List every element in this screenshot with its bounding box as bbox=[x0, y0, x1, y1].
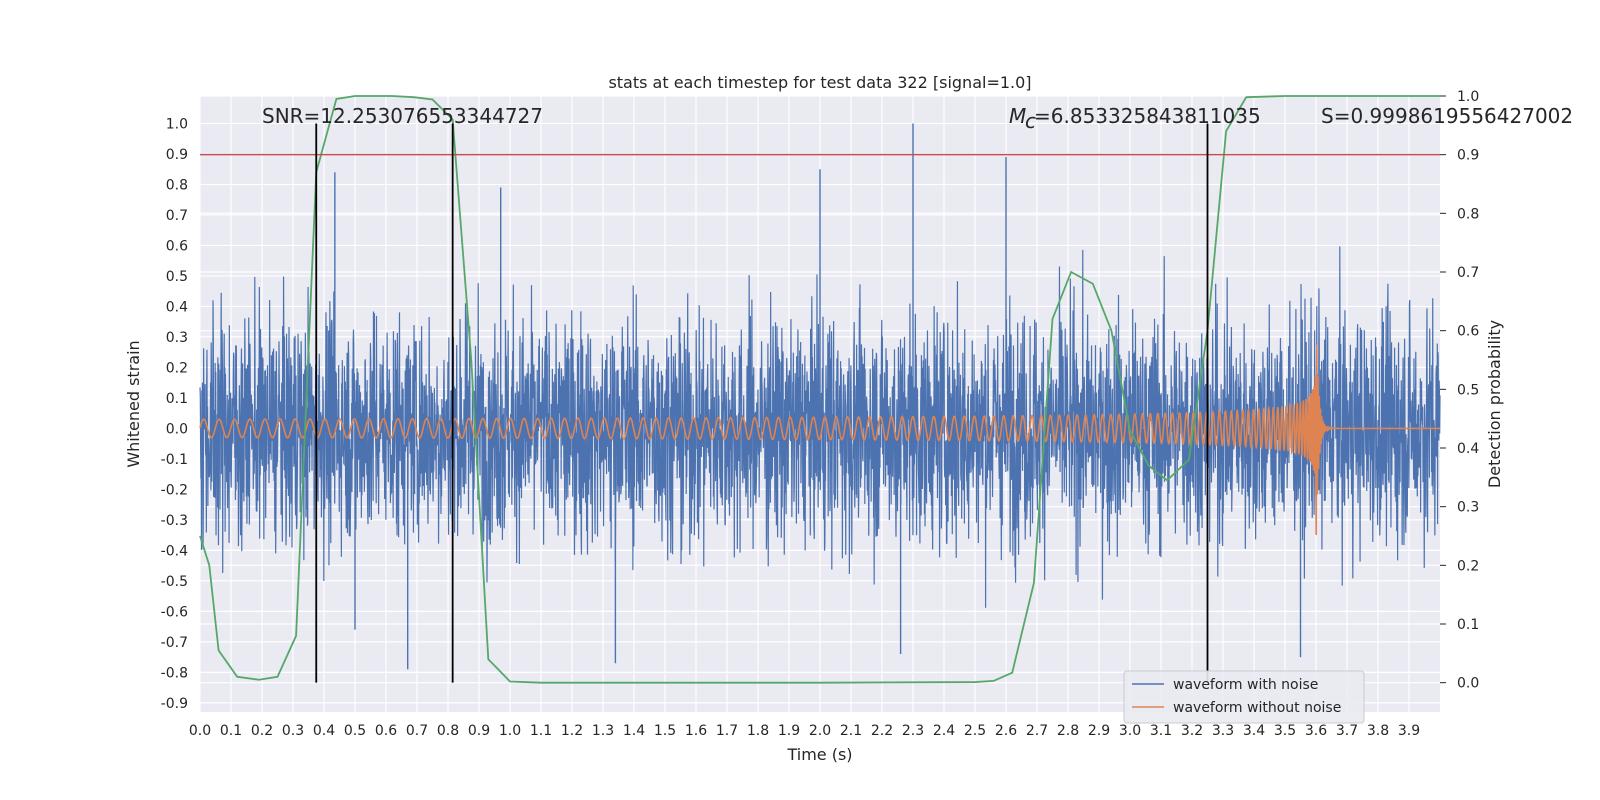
y2-tick-label: 0.4 bbox=[1457, 441, 1479, 457]
y-tick-label: -0.1 bbox=[161, 452, 188, 468]
series-waveform-with-noise bbox=[199, 123, 1441, 670]
x-tick-label: 1.0 bbox=[499, 723, 521, 739]
y-tick-label: 0.9 bbox=[166, 147, 188, 163]
x-axis-label: Time (s) bbox=[786, 745, 852, 764]
x-tick-label: 3.4 bbox=[1243, 723, 1265, 739]
y-tick-label: -0.8 bbox=[161, 665, 188, 681]
x-tick-label: 3.7 bbox=[1336, 723, 1358, 739]
y-tick-label: 0.7 bbox=[166, 208, 188, 224]
y2-tick-label: 0.3 bbox=[1457, 500, 1479, 516]
legend: waveform with noise waveform without noi… bbox=[1123, 670, 1365, 724]
x-tick-label: 1.3 bbox=[592, 723, 614, 739]
y-tick-label: -0.9 bbox=[161, 696, 188, 712]
y-ticks: 1.0 0.9 0.8 0.7 0.6 0.5 0.4 0.3 0.2 0.1 0.0 -0.1 -0.… bbox=[161, 116, 188, 711]
y-tick-label: 0.8 bbox=[166, 177, 188, 193]
y2-tick-label: 0.6 bbox=[1457, 324, 1479, 340]
chirp-mass-value: =6.853325843811035 bbox=[1034, 104, 1261, 128]
x-tick-label: 1.2 bbox=[561, 723, 583, 739]
x-tick-label: 3.1 bbox=[1150, 723, 1172, 739]
x-tick-label: 2.5 bbox=[964, 723, 986, 739]
y-tick-label: 0.0 bbox=[166, 421, 188, 437]
svg-text:M: M bbox=[1009, 104, 1026, 128]
y-tick-label: -0.7 bbox=[161, 635, 188, 651]
x-tick-label: 3.5 bbox=[1274, 723, 1296, 739]
series-detection-probability bbox=[199, 95, 1440, 684]
chart-title: stats at each timestep for test data 322… bbox=[608, 73, 1031, 92]
x-tick-label: 3.8 bbox=[1367, 723, 1389, 739]
x-tick-label: 1.1 bbox=[530, 723, 552, 739]
marker-lines bbox=[200, 123, 1440, 683]
x-tick-label: 1.8 bbox=[747, 723, 769, 739]
x-tick-label: 2.0 bbox=[809, 723, 831, 739]
x-tick-label: 1.9 bbox=[778, 723, 800, 739]
x-tick-label: 0.0 bbox=[189, 723, 211, 739]
significance-annotation: S=0.9998619556427002 bbox=[1321, 104, 1573, 128]
y-tick-label: -0.5 bbox=[161, 574, 188, 590]
y-tick-label: 0.5 bbox=[166, 269, 188, 285]
x-tick-label: 2.3 bbox=[902, 723, 924, 739]
x-ticks: 0.0 0.1 0.2 0.3 0.4 0.5 0.6 0.7 0.8 0.9 1.0 1.1 1.2 1… bbox=[189, 723, 1420, 739]
x-tick-label: 1.5 bbox=[654, 723, 676, 739]
waveform-without-noise-line bbox=[199, 344, 1440, 535]
y2-tick-label: 0.7 bbox=[1457, 265, 1479, 281]
x-tick-label: 0.7 bbox=[406, 723, 428, 739]
svg-text:c: c bbox=[1025, 109, 1036, 133]
y2-tick-label: 0.1 bbox=[1457, 617, 1479, 633]
y2-tick-label: 1.0 bbox=[1457, 89, 1479, 105]
y2-tick-label: 0.2 bbox=[1457, 558, 1479, 574]
y-tick-label: 0.2 bbox=[166, 360, 188, 376]
y-axis-label: Whitened strain bbox=[124, 340, 143, 467]
detection-probability-line bbox=[199, 95, 1440, 684]
y2-ticks: 1.0 0.9 0.8 0.7 0.6 0.5 0.4 0.3 0.2 0.1 0.0 bbox=[1440, 89, 1479, 692]
x-tick-label: 2.2 bbox=[871, 723, 893, 739]
y-tick-label: -0.2 bbox=[161, 482, 188, 498]
series-waveform-without-noise bbox=[199, 344, 1440, 535]
x-tick-label: 0.6 bbox=[375, 723, 397, 739]
waveform-with-noise-line bbox=[199, 246, 1441, 608]
y2-axis-label: Detection probability bbox=[1485, 320, 1504, 488]
x-tick-label: 0.4 bbox=[313, 723, 335, 739]
y-tick-label: -0.4 bbox=[161, 543, 188, 559]
x-tick-label: 0.9 bbox=[468, 723, 490, 739]
chirp-mass-annotation: M c =6.853325843811035 bbox=[1009, 104, 1261, 133]
x-tick-label: 0.8 bbox=[437, 723, 459, 739]
y2-tick-label: 0.5 bbox=[1457, 382, 1479, 398]
x-tick-label: 3.3 bbox=[1212, 723, 1234, 739]
x-tick-label: 3.6 bbox=[1305, 723, 1327, 739]
y2-tick-label: 0.9 bbox=[1457, 148, 1479, 164]
y-tick-label: 0.6 bbox=[166, 238, 188, 254]
x-tick-label: 2.7 bbox=[1026, 723, 1048, 739]
y-tick-label: 0.3 bbox=[166, 330, 188, 346]
snr-annotation: SNR=12.253076553344727 bbox=[262, 104, 543, 128]
legend-label-clean: waveform without noise bbox=[1173, 700, 1341, 716]
x-tick-label: 3.9 bbox=[1398, 723, 1420, 739]
x-tick-label: 1.6 bbox=[685, 723, 707, 739]
x-tick-label: 2.6 bbox=[995, 723, 1017, 739]
legend-label-noise: waveform with noise bbox=[1173, 677, 1318, 693]
y-tick-label: 1.0 bbox=[166, 116, 188, 132]
x-tick-label: 0.2 bbox=[251, 723, 273, 739]
y2-tick-label: 0.8 bbox=[1457, 206, 1479, 222]
x-tick-label: 0.1 bbox=[220, 723, 242, 739]
x-tick-label: 0.3 bbox=[282, 723, 304, 739]
x-tick-label: 0.5 bbox=[344, 723, 366, 739]
x-tick-label: 1.4 bbox=[623, 723, 645, 739]
x-tick-label: 3.2 bbox=[1181, 723, 1203, 739]
x-tick-label: 2.1 bbox=[840, 723, 862, 739]
y2-tick-label: 0.0 bbox=[1457, 676, 1479, 692]
y-tick-label: -0.3 bbox=[161, 513, 188, 529]
x-tick-label: 2.4 bbox=[933, 723, 955, 739]
y-tick-label: 0.4 bbox=[166, 299, 188, 315]
y-tick-label: -0.6 bbox=[161, 604, 188, 620]
x-tick-label: 3.0 bbox=[1119, 723, 1141, 739]
x-tick-label: 2.9 bbox=[1088, 723, 1110, 739]
x-tick-label: 1.7 bbox=[716, 723, 738, 739]
x-tick-label: 2.8 bbox=[1057, 723, 1079, 739]
y-tick-label: 0.1 bbox=[166, 391, 188, 407]
legend-box bbox=[1123, 670, 1365, 724]
